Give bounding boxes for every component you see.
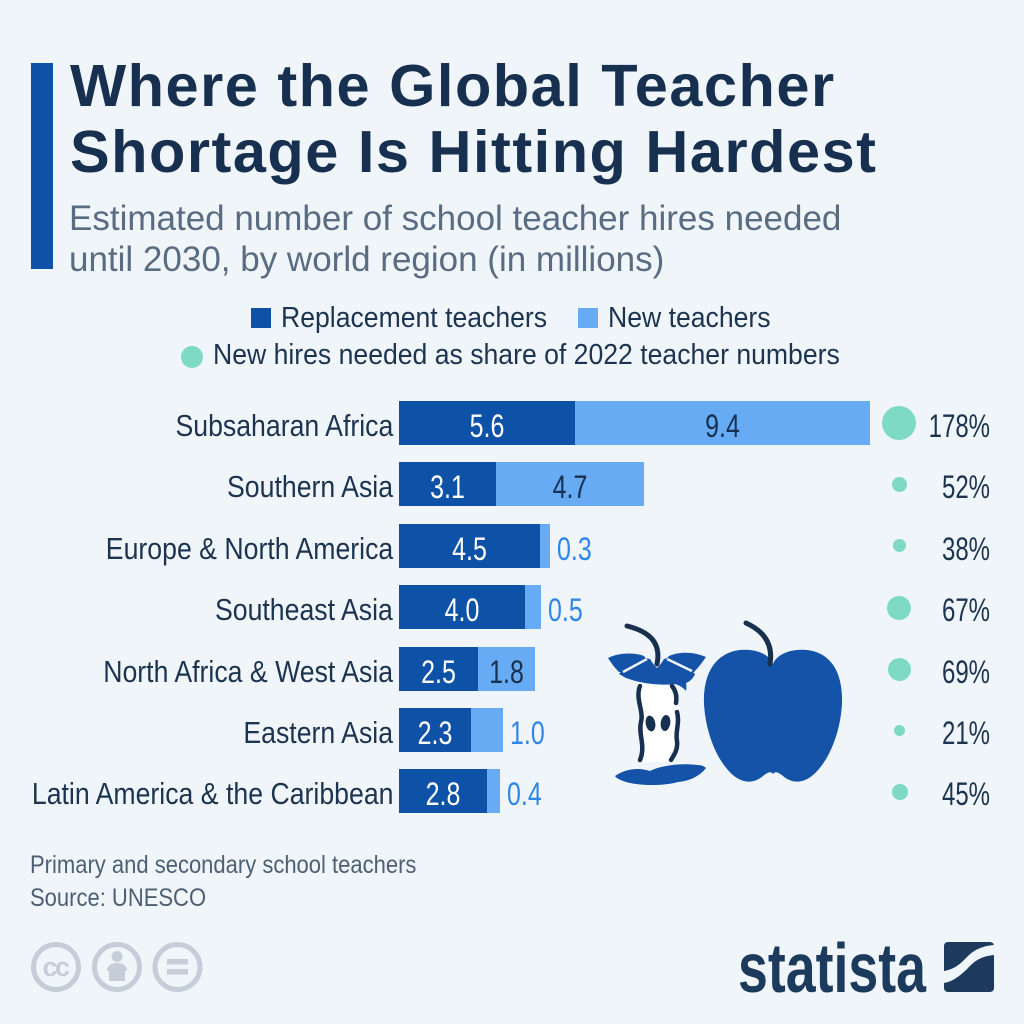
svg-text:cc: cc bbox=[42, 952, 70, 982]
